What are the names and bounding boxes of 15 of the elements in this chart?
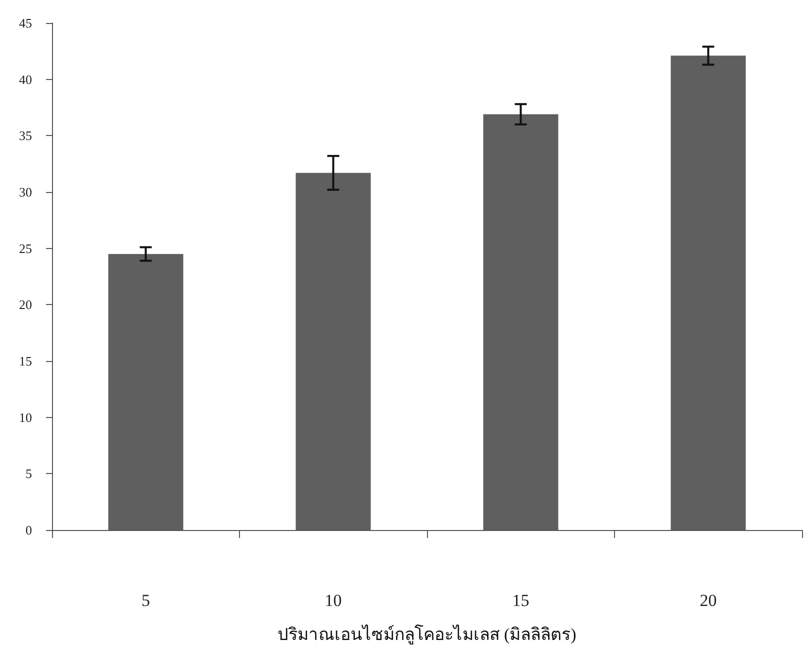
y-tick-label: 0 xyxy=(26,522,32,538)
x-tick-label: 5 xyxy=(142,591,150,610)
x-tick-label: 15 xyxy=(512,591,530,610)
y-tick-label: 20 xyxy=(19,297,32,312)
y-tick-label: 25 xyxy=(19,240,32,256)
x-tick-label: 20 xyxy=(700,591,717,610)
y-tick-label: 5 xyxy=(26,466,32,482)
x-axis-title: ปริมาณเอนไซม์กลูโคอะไมเลส (มิลลิลิตร) xyxy=(278,624,576,645)
y-tick-label: 35 xyxy=(19,128,32,144)
y-tick-label: 45 xyxy=(19,16,32,30)
y-tick-label: 30 xyxy=(19,184,32,200)
y-tick-label: 15 xyxy=(19,354,32,368)
x-tick-label: 10 xyxy=(324,591,342,610)
y-tick-label: 40 xyxy=(19,72,32,87)
y-tick-label: 10 xyxy=(19,410,32,425)
